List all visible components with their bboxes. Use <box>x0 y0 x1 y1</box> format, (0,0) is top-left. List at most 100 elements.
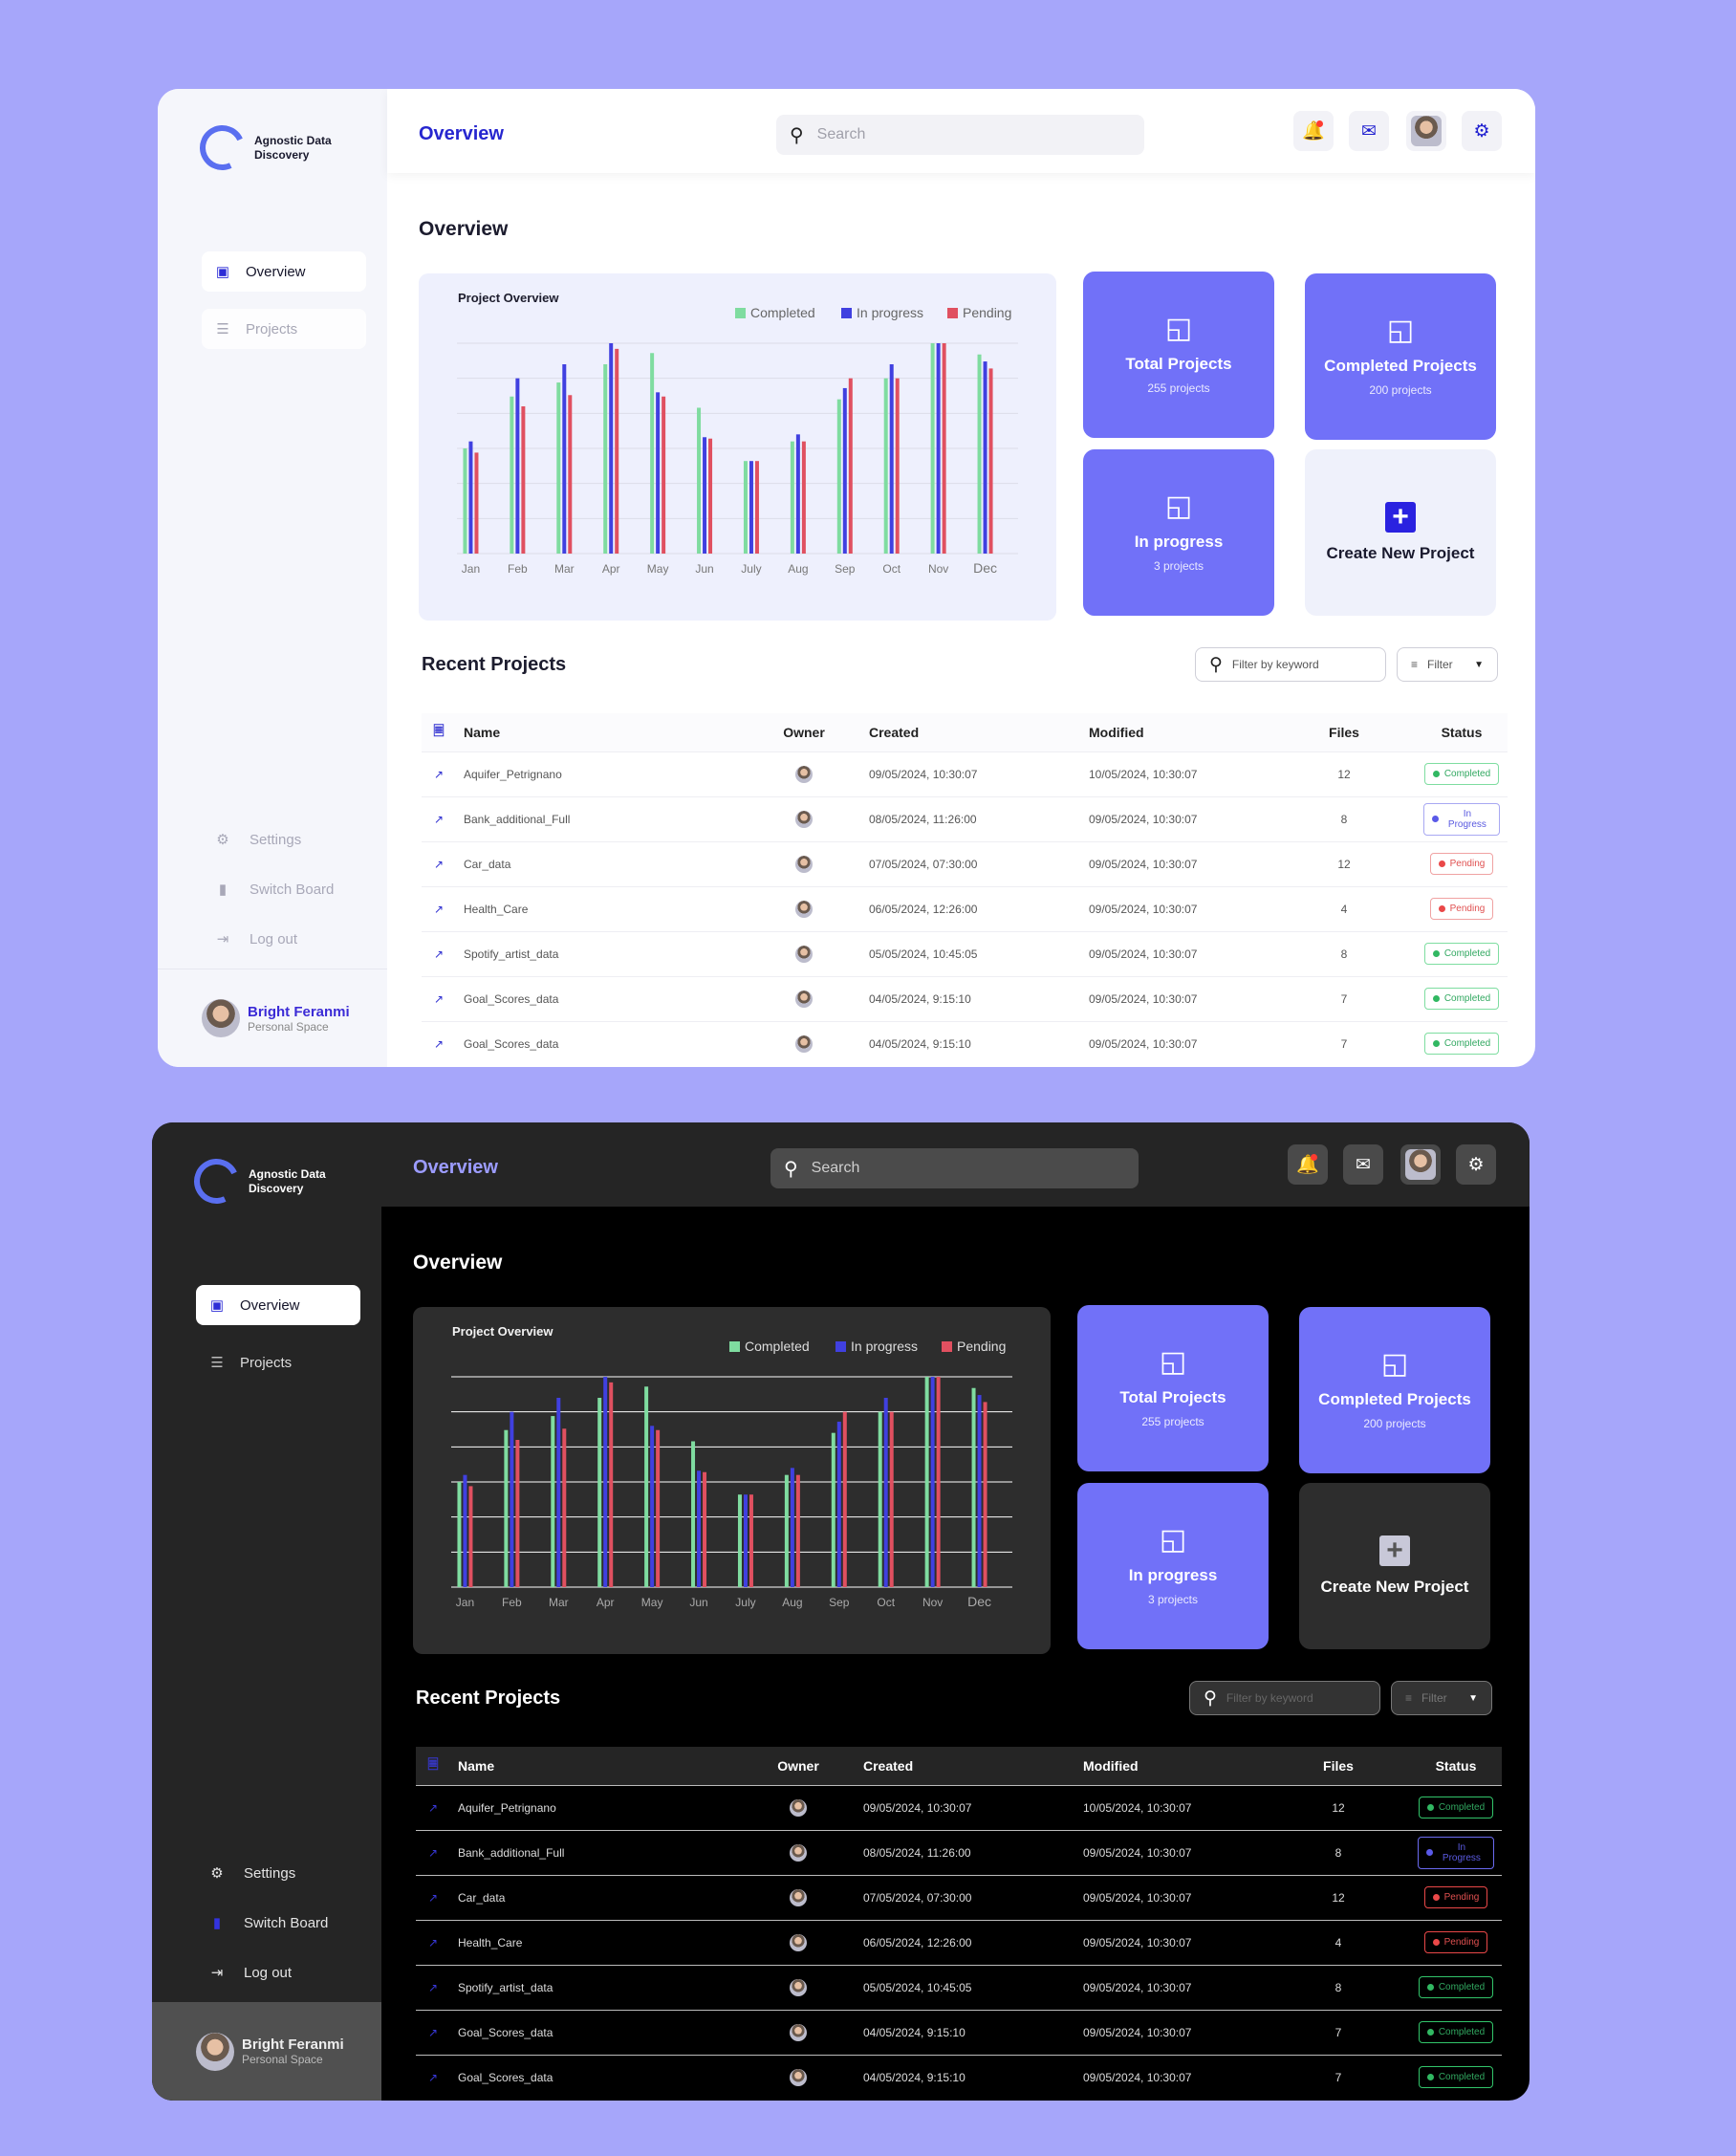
search-input[interactable]: ⚲ Search <box>770 1148 1139 1188</box>
sidebar-item-settings[interactable]: ⚙ Settings <box>215 831 301 849</box>
x-tick-label: Apr <box>602 562 620 576</box>
sidebar-item-overview[interactable]: ▣ Overview <box>196 1285 360 1325</box>
column-header-owner[interactable]: Owner <box>747 713 861 751</box>
app-logo[interactable]: Agnostic Data Discovery <box>193 119 350 177</box>
modified-date: 09/05/2024, 10:30:07 <box>1075 1874 1267 1920</box>
filter-dropdown[interactable]: ≡ Filter ▼ <box>1397 647 1498 682</box>
stat-subtitle: 200 projects <box>1369 383 1432 397</box>
project-name[interactable]: Aquifer_Petrignano <box>456 751 747 796</box>
table-row[interactable]: ↗ Spotify_artist_data 05/05/2024, 10:45:… <box>422 930 1508 976</box>
table-row[interactable]: ↗ Goal_Scores_data 04/05/2024, 9:15:10 0… <box>416 2054 1502 2100</box>
notifications-button[interactable]: 🔔 <box>1288 1144 1328 1185</box>
status-cell: Pending <box>1416 840 1508 886</box>
project-name[interactable]: Spotify_artist_data <box>450 1964 741 2010</box>
x-tick-label: Jun <box>689 1596 707 1609</box>
table-row[interactable]: ↗ Health_Care 06/05/2024, 12:26:00 09/05… <box>416 1919 1502 1965</box>
sidebar-item-projects[interactable]: ☰ Projects <box>196 1342 360 1383</box>
user-profile[interactable]: Bright Feranmi Personal Space <box>152 2002 381 2101</box>
project-name[interactable]: Bank_additional_Full <box>456 795 747 841</box>
create-project-button[interactable]: + Create New Project <box>1305 449 1496 616</box>
stat-card-in-progress[interactable]: ◱ In progress 3 projects <box>1077 1483 1269 1649</box>
sidebar-item-logout[interactable]: ⇥ Log out <box>215 930 297 948</box>
user-profile[interactable]: Bright Feranmi Personal Space <box>158 969 387 1067</box>
table-row[interactable]: ↗ Spotify_artist_data 05/05/2024, 10:45:… <box>416 1964 1502 2010</box>
sidebar-item-projects[interactable]: ☰ Projects <box>202 309 366 349</box>
messages-button[interactable]: ✉ <box>1349 111 1389 151</box>
bar-in-progress <box>749 461 753 554</box>
column-header-modified[interactable]: Modified <box>1075 1747 1267 1785</box>
x-tick-label: Sep <box>829 1596 850 1609</box>
profile-button[interactable] <box>1400 1144 1441 1185</box>
column-header-created[interactable]: Created <box>856 1747 1075 1785</box>
table-row[interactable]: ↗ Goal_Scores_data 04/05/2024, 9:15:10 0… <box>416 2009 1502 2055</box>
bar-pending <box>609 1382 614 1587</box>
sidebar-item-switch-board[interactable]: ▮ Switch Board <box>209 1914 329 1932</box>
stat-card-completed[interactable]: ◱ Completed Projects 200 projects <box>1305 273 1496 440</box>
project-name[interactable]: Spotify_artist_data <box>456 930 747 976</box>
column-header-modified[interactable]: Modified <box>1081 713 1272 751</box>
filter-keyword-input[interactable]: ⚲ Filter by keyword <box>1195 647 1386 682</box>
table-row[interactable]: ↗ Car_data 07/05/2024, 07:30:00 09/05/20… <box>416 1874 1502 1920</box>
app-logo[interactable]: Agnostic Data Discovery <box>187 1152 344 1210</box>
table-row[interactable]: ↗ Goal_Scores_data 04/05/2024, 9:15:10 0… <box>422 975 1508 1021</box>
avatar <box>795 1034 813 1053</box>
project-name[interactable]: Goal_Scores_data <box>450 2054 741 2100</box>
column-header-name[interactable]: Name <box>456 713 747 751</box>
sidebar-item-logout[interactable]: ⇥ Log out <box>209 1964 292 1982</box>
bar-pending <box>521 406 526 554</box>
profile-button[interactable] <box>1406 111 1446 151</box>
table-row[interactable]: ↗ Aquifer_Petrignano 09/05/2024, 10:30:0… <box>416 1784 1502 1830</box>
search-input[interactable]: ⚲ Search <box>776 115 1144 155</box>
messages-button[interactable]: ✉ <box>1343 1144 1383 1185</box>
create-project-button[interactable]: + Create New Project <box>1299 1483 1490 1649</box>
stat-card-total[interactable]: ◱ Total Projects 255 projects <box>1083 272 1274 438</box>
column-header-created[interactable]: Created <box>861 713 1081 751</box>
table-row[interactable]: ↗ Goal_Scores_data 04/05/2024, 9:15:10 0… <box>422 1020 1508 1066</box>
table-row[interactable]: ↗ Car_data 07/05/2024, 07:30:00 09/05/20… <box>422 840 1508 886</box>
project-name[interactable]: Goal_Scores_data <box>456 975 747 1021</box>
column-header-files[interactable]: Files <box>1272 713 1416 751</box>
sidebar-item-overview[interactable]: ▣ Overview <box>202 251 366 292</box>
status-cell: Completed <box>1410 1784 1502 1830</box>
bar-pending <box>662 396 666 554</box>
x-tick-label: Dec <box>973 560 997 576</box>
logo-ring-icon <box>187 1152 246 1210</box>
project-name[interactable]: Health_Care <box>456 885 747 931</box>
project-name[interactable]: Car_data <box>450 1874 741 1920</box>
top-bar: Overview ⚲ Search 🔔 ✉ ⚙ <box>387 89 1535 173</box>
bar-completed <box>831 1432 835 1587</box>
sidebar-item-switch-board[interactable]: ▮ Switch Board <box>215 881 335 899</box>
table-row[interactable]: ↗ Aquifer_Petrignano 09/05/2024, 10:30:0… <box>422 751 1508 796</box>
project-name[interactable]: Car_data <box>456 840 747 886</box>
filter-dropdown[interactable]: ≡ Filter ▼ <box>1391 1681 1492 1715</box>
logo-text: Agnostic Data Discovery <box>249 1166 326 1195</box>
stat-card-in-progress[interactable]: ◱ In progress 3 projects <box>1083 449 1274 616</box>
stat-card-completed[interactable]: ◱ Completed Projects 200 projects <box>1299 1307 1490 1473</box>
project-name[interactable]: Bank_additional_Full <box>450 1829 741 1875</box>
project-name[interactable]: Health_Care <box>450 1919 741 1965</box>
table-row[interactable]: ↗ Health_Care 06/05/2024, 12:26:00 09/05… <box>422 885 1508 931</box>
project-name[interactable]: Aquifer_Petrignano <box>450 1784 741 1830</box>
column-header-status[interactable]: Status <box>1410 1747 1502 1785</box>
gear-icon: ⚙ <box>1473 120 1490 142</box>
filter-keyword-input[interactable]: ⚲ Filter by keyword <box>1189 1681 1380 1715</box>
bar-in-progress <box>562 364 567 554</box>
table-row[interactable]: ↗ Bank_additional_Full 08/05/2024, 11:26… <box>422 795 1508 841</box>
settings-button[interactable]: ⚙ <box>1462 111 1502 151</box>
stat-card-total[interactable]: ◱ Total Projects 255 projects <box>1077 1305 1269 1471</box>
table-row[interactable]: ↗ Bank_additional_Full 08/05/2024, 11:26… <box>416 1829 1502 1875</box>
search-icon: ⚲ <box>784 1158 798 1180</box>
status-dot <box>1426 2074 1434 2081</box>
project-name[interactable]: Goal_Scores_data <box>456 1020 747 1066</box>
project-name[interactable]: Goal_Scores_data <box>450 2009 741 2055</box>
status-cell: Completed <box>1410 2009 1502 2055</box>
column-header-status[interactable]: Status <box>1416 713 1508 751</box>
column-header-name[interactable]: Name <box>450 1747 741 1785</box>
notifications-button[interactable]: 🔔 <box>1293 111 1334 151</box>
settings-button[interactable]: ⚙ <box>1456 1144 1496 1185</box>
sidebar-item-settings[interactable]: ⚙ Settings <box>209 1864 295 1883</box>
owner-cell <box>741 1784 856 1830</box>
logout-icon: ⇥ <box>216 931 229 947</box>
column-header-owner[interactable]: Owner <box>741 1747 856 1785</box>
column-header-files[interactable]: Files <box>1267 1747 1410 1785</box>
